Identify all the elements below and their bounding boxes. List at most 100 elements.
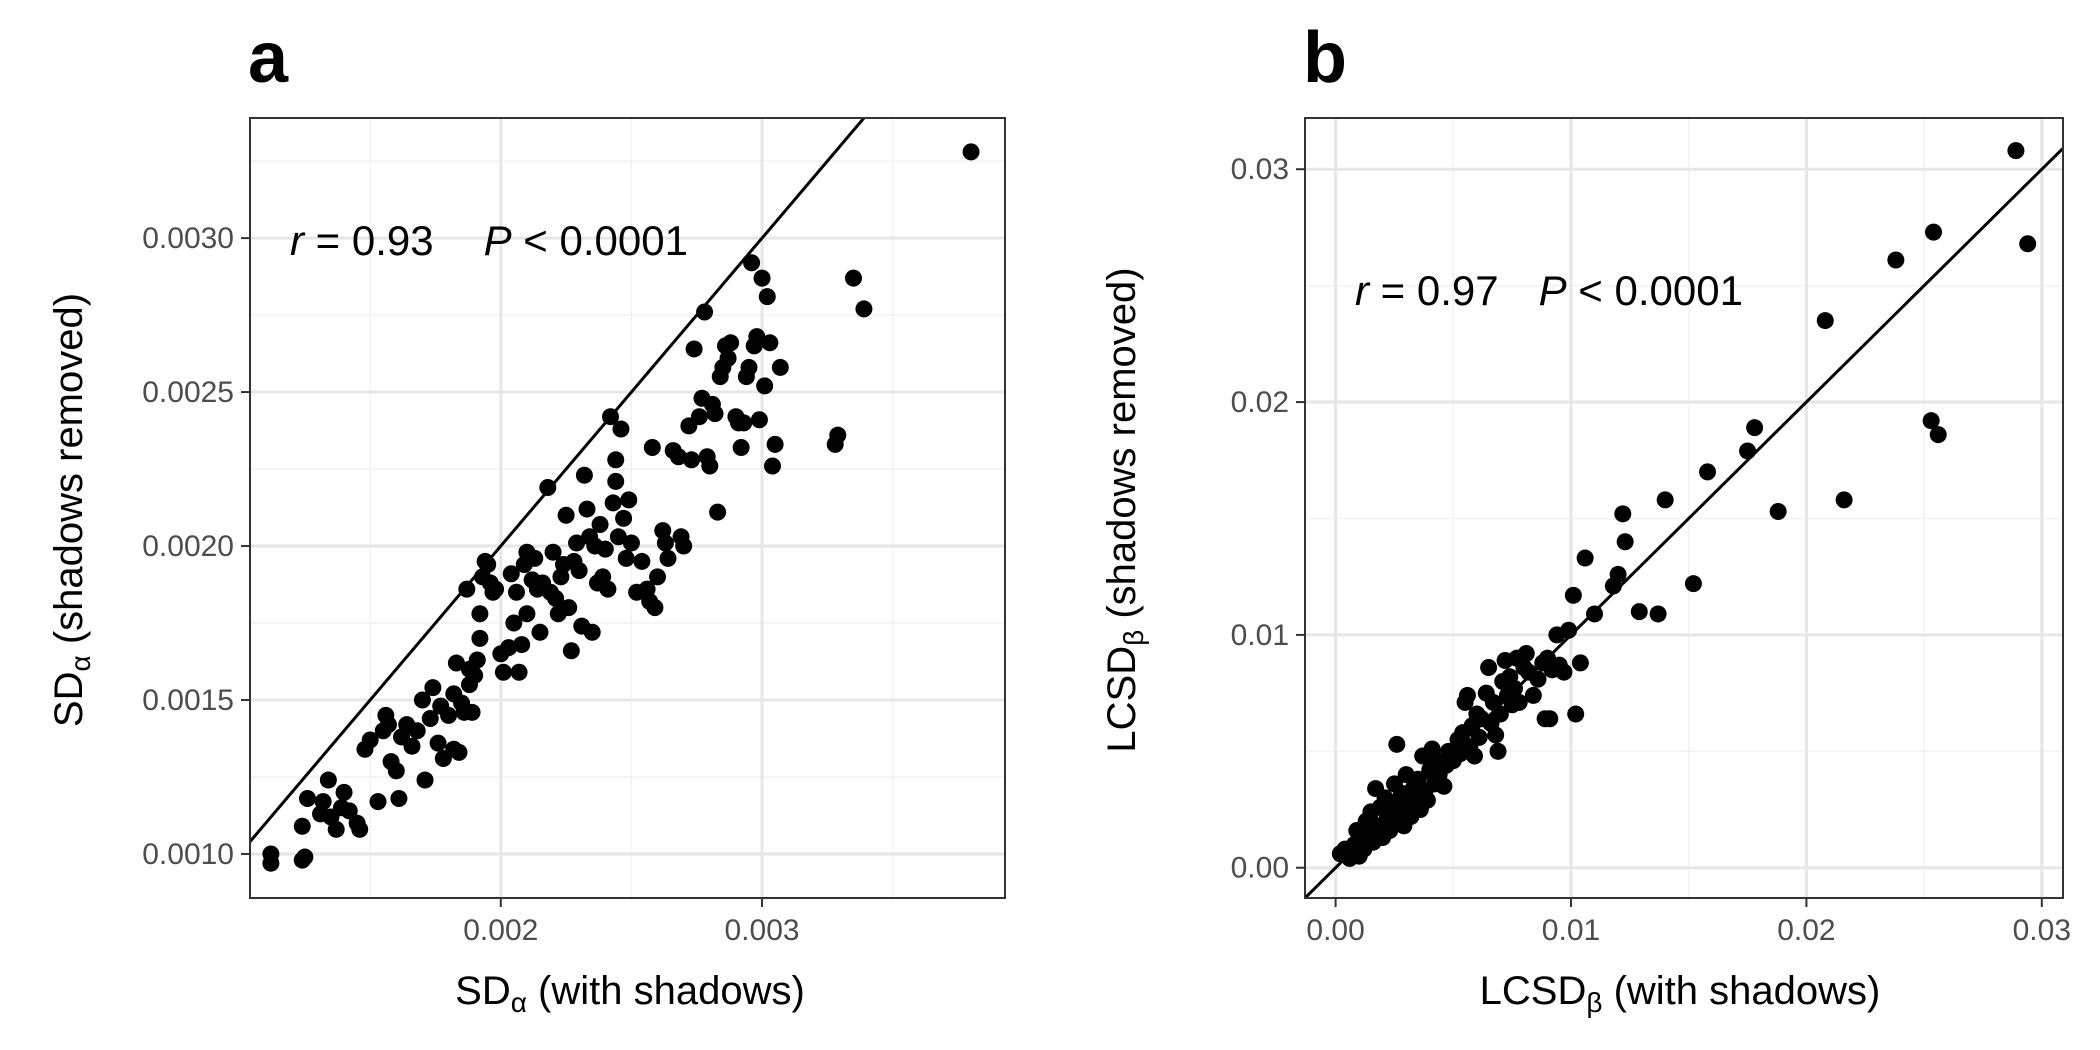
data-point: [758, 288, 776, 306]
data-point: [562, 642, 580, 660]
data-point: [1922, 412, 1940, 430]
data-point: [557, 506, 575, 524]
data-point: [1656, 491, 1674, 509]
panel-b-x-title-sub: β: [1586, 987, 1602, 1018]
data-point: [319, 771, 337, 789]
data-point: [607, 451, 625, 469]
data-point: [756, 377, 774, 395]
data-point: [722, 334, 740, 352]
data-point: [539, 479, 557, 497]
data-point: [447, 654, 465, 672]
data-point: [531, 623, 549, 641]
data-point: [507, 583, 525, 601]
data-point: [743, 254, 761, 272]
data-point: [421, 709, 439, 727]
y-tick-label: 0.02: [1231, 386, 1289, 419]
data-point: [494, 663, 512, 681]
data-point: [547, 589, 565, 607]
data-point: [479, 556, 497, 574]
data-point: [735, 414, 753, 432]
panel-a-y-title-sub: α: [65, 655, 96, 671]
panel-a-r-symbol: r: [290, 217, 306, 264]
panel-b-y-axis-title: LCSDβ (shadows removed): [1100, 267, 1149, 752]
data-point: [1435, 777, 1453, 795]
y-tick-label: 0.0010: [142, 838, 234, 871]
data-point: [583, 623, 601, 641]
data-point: [609, 528, 627, 546]
data-point: [766, 435, 784, 453]
data-point: [675, 537, 693, 555]
data-point: [1564, 586, 1582, 604]
data-point: [1388, 735, 1406, 753]
data-point: [361, 731, 379, 749]
panel-a-p-symbol: P: [484, 217, 512, 264]
data-point: [560, 599, 578, 617]
data-point: [1458, 686, 1476, 704]
data-point: [1489, 742, 1507, 760]
data-point: [719, 349, 737, 367]
x-tick-label: 0.002: [463, 914, 538, 947]
data-point: [706, 405, 724, 423]
data-point: [633, 552, 651, 570]
panel-b-x-ticks: 0.00 0.01 0.02 0.03: [1306, 898, 2071, 947]
data-point: [1630, 603, 1648, 621]
data-point: [1925, 223, 1943, 241]
panel-b-letter: b: [1303, 18, 1347, 98]
data-point: [335, 783, 353, 801]
data-point: [298, 790, 316, 808]
data-point: [1616, 533, 1634, 551]
data-point: [450, 743, 468, 761]
data-point: [570, 562, 588, 580]
panel-b-r-value: = 0.97: [1369, 267, 1499, 314]
panel-a-x-title-rest: (with shadows): [527, 969, 805, 1013]
data-point: [1571, 654, 1589, 672]
panel-a-x-title-base: SD: [455, 969, 511, 1013]
y-tick-label: 0.0015: [142, 684, 234, 717]
data-point: [518, 605, 536, 623]
data-point: [340, 802, 358, 820]
data-point: [510, 663, 528, 681]
panel-a-x-axis-title: SDα (with shadows): [455, 969, 805, 1018]
panel-a-p-value: < 0.0001: [512, 217, 688, 264]
data-point: [1684, 575, 1702, 593]
data-point: [1567, 705, 1585, 723]
data-point: [607, 472, 625, 490]
data-point: [387, 762, 405, 780]
data-point: [844, 269, 862, 287]
data-point: [458, 580, 476, 598]
data-point: [1517, 645, 1535, 663]
data-point: [1746, 419, 1764, 437]
data-point: [1739, 442, 1757, 460]
data-point: [413, 691, 431, 709]
data-point: [1586, 605, 1604, 623]
data-point: [1649, 605, 1667, 623]
data-point: [500, 639, 518, 657]
data-point: [1470, 728, 1488, 746]
data-point: [761, 334, 779, 352]
panel-b-x-title-rest: (with shadows): [1602, 969, 1880, 1013]
data-point: [643, 438, 661, 456]
data-point: [2007, 142, 2025, 160]
data-point: [732, 438, 750, 456]
data-point: [440, 706, 458, 724]
y-tick-label: 0.01: [1231, 619, 1289, 652]
panel-a-r-value: = 0.93: [304, 217, 434, 264]
panel-a-y-axis-title: SDα (shadows removed): [47, 293, 96, 727]
data-point: [1418, 791, 1436, 809]
data-point: [471, 605, 489, 623]
data-point: [656, 534, 674, 552]
data-point: [505, 614, 523, 632]
panel-b: b 0.00 0.01 0.02 0.03 0.00 0.01 0.02 0.03 r = …: [1100, 18, 2071, 1018]
data-point: [690, 408, 708, 426]
data-point: [1835, 491, 1853, 509]
data-point: [740, 358, 758, 376]
x-tick-label: 0.03: [2013, 914, 2071, 947]
data-point: [962, 143, 980, 161]
data-point: [424, 679, 442, 697]
data-point: [615, 509, 633, 527]
data-point: [602, 408, 620, 426]
panel-a-y-title-base: SD: [47, 671, 91, 727]
data-point: [1560, 621, 1578, 639]
x-tick-label: 0.01: [1542, 914, 1600, 947]
y-tick-label: 0.0020: [142, 530, 234, 563]
